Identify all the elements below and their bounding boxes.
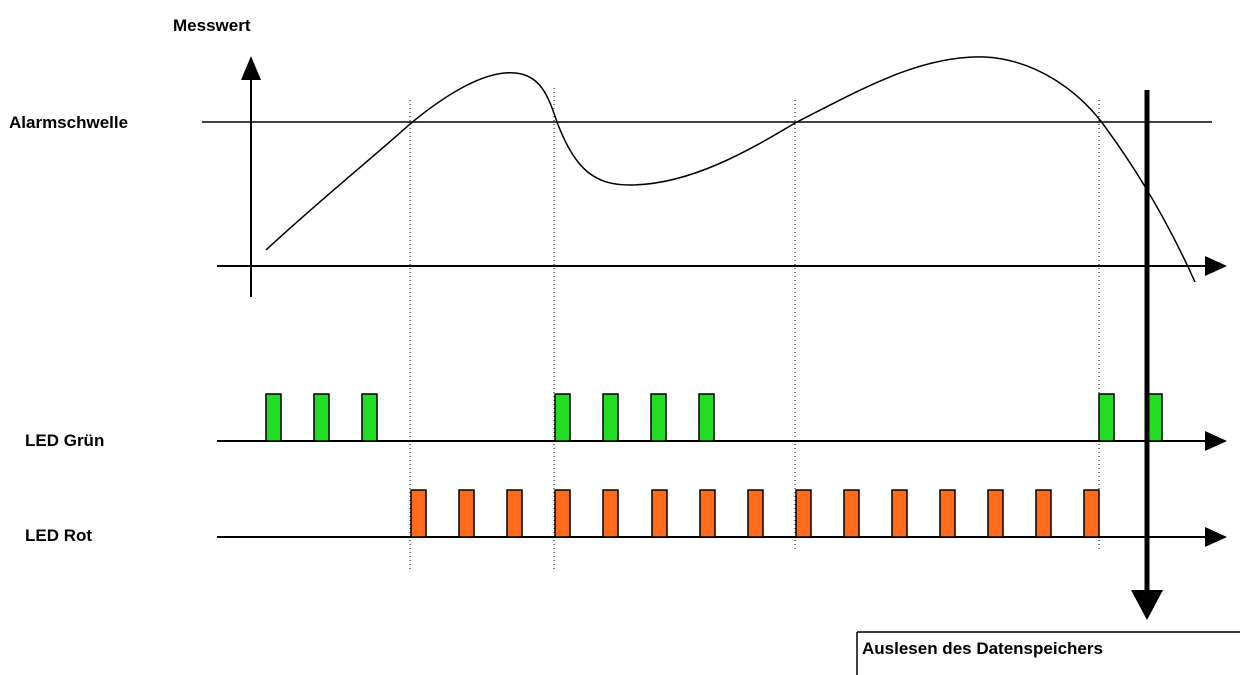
led-green-pulse [554,393,571,442]
led-red-pulse [795,489,812,538]
arrow-right-icon [1205,431,1227,451]
readout-label: Auslesen des Datenspeichers [862,639,1103,658]
led-red-pulse [939,489,956,538]
led-red-pulse [1035,489,1052,538]
led-green-pulses [265,393,1163,442]
led-green-pulse [265,393,282,442]
led-red-pulse [651,489,668,538]
led-red-pulse [410,489,427,538]
arrow-right-icon [1205,256,1227,276]
led-green-label: LED Grün [25,431,104,450]
arrow-up-icon [241,56,261,80]
led-green-pulse [361,393,378,442]
led-green-pulse [698,393,715,442]
time-markers [409,88,1100,570]
arrow-down-icon [1131,590,1163,620]
led-red-pulses [410,489,1100,538]
led-red-pulse [602,489,619,538]
led-red-pulse [747,489,764,538]
y-axis-label: Messwert [173,16,251,35]
led-red-pulse [458,489,475,538]
led-red-label: LED Rot [25,526,92,545]
led-red-pulse [987,489,1004,538]
led-red-pulse [843,489,860,538]
led-green-pulse [650,393,667,442]
led-red-pulse [699,489,716,538]
measurement-curve [265,56,1196,283]
readout-box: Auslesen des Datenspeichers [856,631,1240,675]
led-green-pulse [313,393,330,442]
led-red-pulse [506,489,523,538]
led-red-pulse [554,489,571,538]
threshold-label: Alarmschwelle [9,113,128,132]
arrow-right-icon [1205,527,1227,547]
led-green-pulse [602,393,619,442]
led-green-pulse [1098,393,1115,442]
led-red-pulse [1083,489,1100,538]
led-red-pulse [891,489,908,538]
